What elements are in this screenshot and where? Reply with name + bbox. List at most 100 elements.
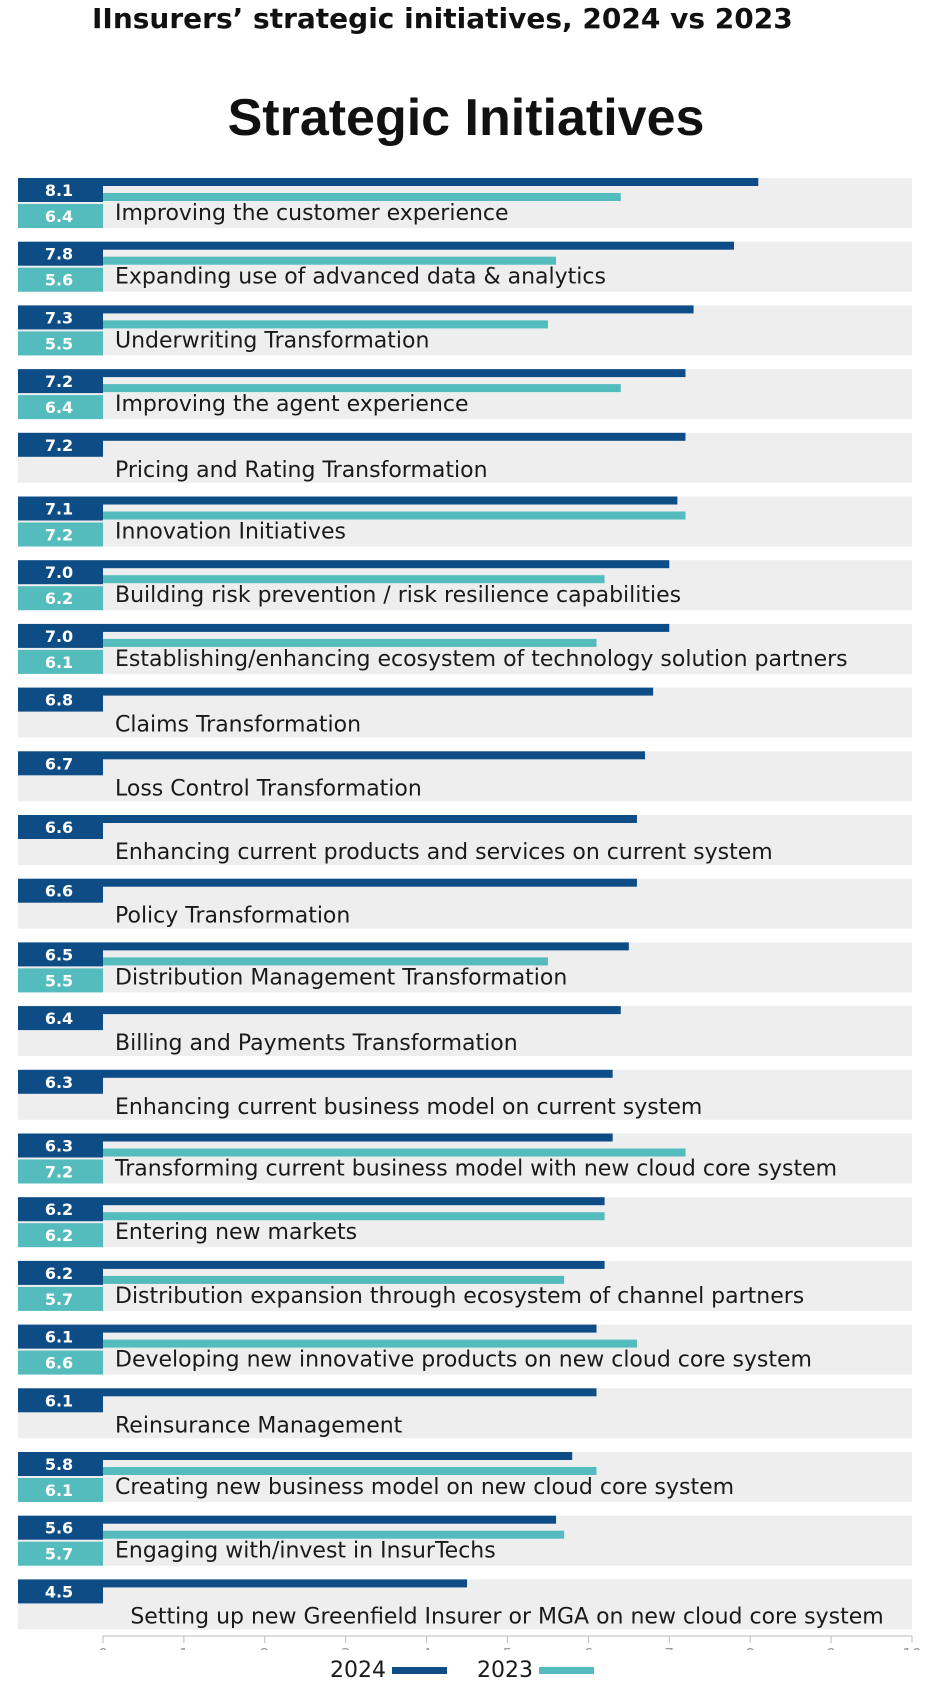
bar-2024 (103, 1133, 613, 1142)
bar-2023 (103, 638, 597, 647)
category-label: Underwriting Transformation (115, 328, 429, 353)
value-box-2024 (18, 241, 103, 266)
row-background (18, 369, 912, 420)
value-label-2024: 6.6 (45, 882, 73, 901)
bar-2024 (103, 751, 646, 760)
row-background (18, 878, 912, 929)
value-box-2024 (18, 942, 103, 967)
category-label: Enhancing current business model on curr… (115, 1095, 702, 1120)
value-label-2023: 5.7 (45, 1290, 73, 1309)
bar-2024 (103, 1452, 573, 1460)
row-background (18, 1197, 912, 1248)
value-box-2024 (18, 1197, 103, 1222)
value-box-2023 (18, 586, 103, 611)
x-axis: 0 1 2 3 4 5 6 7 8 9 10 (98, 1635, 922, 1650)
bar-2023 (103, 1339, 637, 1348)
category-label: Expanding use of advanced data & analyti… (115, 265, 606, 290)
x-tick-label: 4 (422, 1645, 432, 1650)
legend-label-2024: 2024 (330, 1658, 386, 1683)
value-box-2024 (18, 687, 103, 712)
chart-row: 7.2 6.4 Improving the agent experience (18, 369, 912, 420)
value-box-2023 (18, 649, 103, 674)
bar-2024 (103, 305, 694, 314)
value-label-2024: 6.1 (45, 1328, 73, 1347)
category-label: Distribution Management Transformation (115, 965, 567, 990)
row-background (18, 751, 912, 802)
value-label-2024: 6.2 (45, 1200, 73, 1219)
bar-2024 (103, 560, 670, 569)
legend-label-2023: 2023 (477, 1658, 533, 1683)
value-box-2023 (18, 522, 103, 547)
chart-title: Strategic Initiatives (227, 89, 705, 147)
bar-2023 (103, 256, 557, 265)
x-tick-label: 5 (503, 1645, 513, 1650)
category-label: Establishing/enhancing ecosystem of tech… (115, 647, 848, 672)
value-box-2024 (18, 178, 103, 202)
legend-swatch-2023 (539, 1667, 594, 1674)
legend-item-2023: 2023 (477, 1658, 594, 1683)
value-box-2024 (18, 560, 103, 585)
bar-2023 (103, 1467, 597, 1475)
chart-row: 6.8 Claims Transformation (18, 687, 912, 738)
bar-2024 (103, 1579, 468, 1588)
value-label-2024: 7.0 (45, 627, 73, 646)
chart-row: 6.7 Loss Control Transformation (18, 751, 912, 802)
bar-chart: 8.1 6.4 Improving the customer experience 7… (18, 178, 922, 1650)
bar-2024 (103, 1324, 597, 1333)
bar-2024 (103, 178, 759, 186)
x-tick-label: 6 (584, 1645, 594, 1650)
value-label-2023: 6.4 (45, 398, 73, 417)
bar-2023 (103, 384, 621, 393)
row-background (18, 1515, 912, 1566)
value-box-2024 (18, 1388, 103, 1413)
row-background (18, 815, 912, 865)
bar-2024 (103, 1006, 621, 1015)
bar-2024 (103, 241, 735, 250)
value-box-2024 (18, 1260, 103, 1285)
value-label-2023: 5.5 (45, 971, 73, 990)
bar-2023 (103, 511, 686, 520)
value-label-2024: 6.1 (45, 1391, 73, 1410)
value-label-2024: 6.6 (45, 818, 73, 837)
value-box-2023 (18, 1350, 103, 1375)
value-box-2023 (18, 395, 103, 420)
value-box-2023 (18, 968, 103, 993)
x-tick-label: 3 (341, 1645, 351, 1650)
chart-row: 4.5 Setting up new Greenfield Insurer or … (18, 1579, 912, 1630)
chart-row: 7.2 Pricing and Rating Transformation (18, 432, 912, 483)
x-tick-label: 7 (665, 1645, 675, 1650)
category-label: Improving the customer experience (115, 201, 509, 226)
value-label-2024: 7.8 (45, 245, 73, 264)
bar-2024 (103, 942, 629, 951)
category-label: Developing new innovative products on ne… (115, 1348, 812, 1373)
x-tick-label: 8 (745, 1645, 755, 1650)
row-background (18, 1006, 912, 1057)
value-box-2024 (18, 1006, 103, 1031)
value-label-2024: 6.8 (45, 691, 73, 710)
bar-2024 (103, 1197, 605, 1206)
value-label-2024: 6.4 (45, 1009, 73, 1028)
bar-2024 (103, 687, 654, 696)
value-box-2023 (18, 1159, 103, 1184)
value-label-2023: 6.1 (45, 1481, 73, 1500)
value-label-2024: 7.2 (45, 436, 73, 455)
value-label-2024: 7.1 (45, 500, 73, 519)
bar-2024 (103, 1069, 613, 1078)
legend-item-2024: 2024 (330, 1658, 447, 1683)
chart-row: 7.0 6.2 Building risk prevention / risk re… (18, 560, 912, 611)
value-label-2023: 5.7 (45, 1545, 73, 1564)
value-label-2024: 6.3 (45, 1137, 73, 1156)
category-label: Transforming current business model with… (114, 1157, 837, 1182)
chart-row: 6.3 Enhancing current business model on c… (18, 1069, 912, 1120)
value-box-2024 (18, 751, 103, 776)
value-label-2024: 7.0 (45, 563, 73, 582)
value-box-2024 (18, 878, 103, 903)
value-box-2024 (18, 1579, 103, 1604)
category-label: Billing and Payments Transformation (115, 1031, 518, 1056)
chart-row: 5.8 6.1 Creating new business model on new… (18, 1452, 912, 1502)
value-label-2024: 6.5 (45, 945, 73, 964)
value-label-2023: 6.4 (45, 207, 73, 226)
bar-2024 (103, 623, 670, 632)
chart-row: 6.1 6.6 Developing new innovative products… (18, 1324, 912, 1375)
chart-row: 6.6 Enhancing current products and servic… (18, 815, 912, 865)
